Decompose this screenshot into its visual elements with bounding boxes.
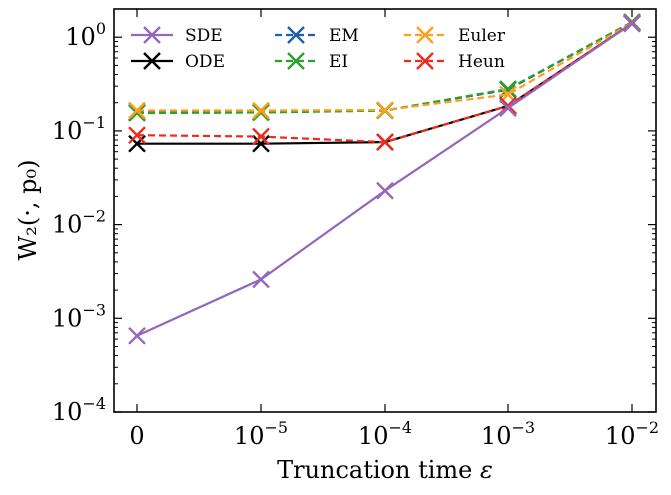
legend-label: Heun	[458, 52, 505, 72]
plot-area	[113, 8, 657, 413]
data-point-ode	[252, 134, 270, 153]
axes-ticks: 10−4 10−3 10−2 10−1 100 0 10−5 10−4 10−3 10−2	[52, 9, 659, 450]
legend-item-ode: ODE	[131, 52, 225, 72]
y-tick-label: 100	[65, 19, 106, 51]
legend-marker	[287, 52, 305, 70]
x-axis-label: Truncation time ε	[277, 456, 493, 484]
y-tick-label: 10−1	[52, 113, 106, 145]
legend-item-ei: EI	[275, 52, 348, 72]
y-tick-label: 10−4	[52, 394, 106, 426]
legend-marker	[416, 26, 434, 44]
data-point-heun	[252, 127, 270, 146]
legend-label: EM	[329, 26, 359, 46]
data-point-heun	[376, 133, 394, 151]
x-tick-label: 10−4	[358, 418, 412, 450]
legend: SDE ODE EM EI Euler Heun	[131, 26, 506, 72]
data-point-euler	[252, 101, 270, 120]
data-point-sde	[623, 14, 641, 33]
data-point-sde	[252, 270, 270, 289]
legend-marker	[143, 26, 161, 44]
legend-marker	[143, 52, 161, 70]
data-point-ode	[128, 134, 146, 153]
axis-labels: Truncation time ε W₂(·, p₀)	[14, 160, 493, 484]
legend-label: SDE	[185, 26, 223, 46]
legend-label: Euler	[458, 26, 506, 46]
data-point-sde	[499, 99, 517, 117]
y-tick-label: 10−3	[52, 300, 106, 332]
data-point-euler	[128, 101, 146, 120]
data-point-ei	[128, 104, 146, 122]
legend-item-em: EM	[275, 26, 359, 46]
x-tick-label: 10−2	[605, 418, 659, 450]
x-tick-label: 0	[129, 422, 144, 450]
y-tick-label: 10−2	[52, 207, 106, 239]
legend-item-sde: SDE	[131, 26, 223, 46]
data-point-heun	[128, 126, 146, 145]
data-point-sde	[128, 326, 146, 345]
legend-marker	[416, 52, 434, 70]
data-point-sde	[376, 181, 394, 200]
x-tick-label: 10−5	[234, 418, 288, 450]
data-point-euler	[376, 101, 394, 119]
y-axis-label: W₂(·, p₀)	[14, 160, 42, 261]
x-tick-label: 10−3	[481, 418, 535, 450]
legend-item-euler: Euler	[404, 26, 506, 46]
legend-label: ODE	[185, 52, 225, 72]
legend-marker	[287, 26, 305, 44]
data-point-ei	[252, 103, 270, 122]
legend-item-heun: Heun	[404, 52, 505, 72]
legend-label: EI	[329, 52, 348, 72]
